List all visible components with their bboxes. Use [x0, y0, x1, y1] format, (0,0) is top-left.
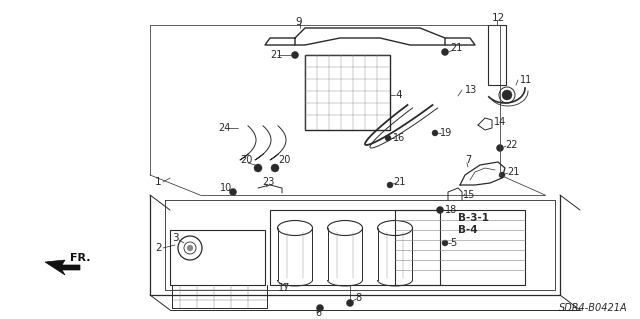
Circle shape: [436, 206, 444, 213]
Bar: [488, 25, 506, 85]
Text: 16: 16: [393, 133, 405, 143]
Text: 20: 20: [240, 155, 252, 165]
Text: 21: 21: [450, 43, 462, 53]
Circle shape: [497, 145, 504, 152]
Text: 20: 20: [278, 155, 291, 165]
Text: FR.: FR.: [70, 253, 90, 263]
Circle shape: [385, 135, 391, 141]
Text: 23: 23: [262, 177, 275, 187]
Text: 10: 10: [220, 183, 232, 193]
Text: 21: 21: [507, 167, 520, 177]
Text: 19: 19: [440, 128, 452, 138]
Circle shape: [442, 240, 448, 246]
Text: 7: 7: [465, 155, 471, 165]
Text: SDR4-B0421A: SDR4-B0421A: [559, 303, 628, 313]
Polygon shape: [45, 260, 80, 275]
Text: 24: 24: [218, 123, 230, 133]
Text: 4: 4: [395, 90, 402, 100]
Text: 21: 21: [270, 50, 282, 60]
Text: 8: 8: [355, 293, 361, 303]
Bar: [395, 210, 525, 285]
Circle shape: [291, 51, 298, 58]
Text: 17: 17: [278, 283, 291, 293]
Text: 3: 3: [172, 233, 179, 243]
Text: 14: 14: [494, 117, 506, 127]
Circle shape: [317, 305, 323, 311]
Text: 11: 11: [520, 75, 532, 85]
Circle shape: [432, 130, 438, 136]
Text: 21: 21: [393, 177, 405, 187]
Text: 9: 9: [295, 17, 301, 27]
Text: 1: 1: [155, 177, 162, 187]
Text: 22: 22: [505, 140, 518, 150]
Circle shape: [499, 172, 505, 178]
Circle shape: [442, 48, 449, 56]
Bar: [305, 55, 390, 130]
Circle shape: [187, 245, 193, 251]
Circle shape: [502, 90, 512, 100]
Circle shape: [387, 182, 393, 188]
Circle shape: [271, 164, 279, 172]
Text: 2: 2: [155, 243, 162, 253]
Text: B-3-1: B-3-1: [458, 213, 489, 223]
Text: 13: 13: [465, 85, 477, 95]
Text: 12: 12: [492, 13, 505, 23]
Text: 15: 15: [463, 190, 476, 200]
Circle shape: [346, 300, 353, 307]
Text: 6: 6: [315, 308, 321, 318]
Bar: [270, 210, 440, 285]
Circle shape: [230, 189, 237, 196]
Text: 5: 5: [450, 238, 456, 248]
Text: 18: 18: [445, 205, 457, 215]
Text: B-4: B-4: [458, 225, 477, 235]
Circle shape: [254, 164, 262, 172]
